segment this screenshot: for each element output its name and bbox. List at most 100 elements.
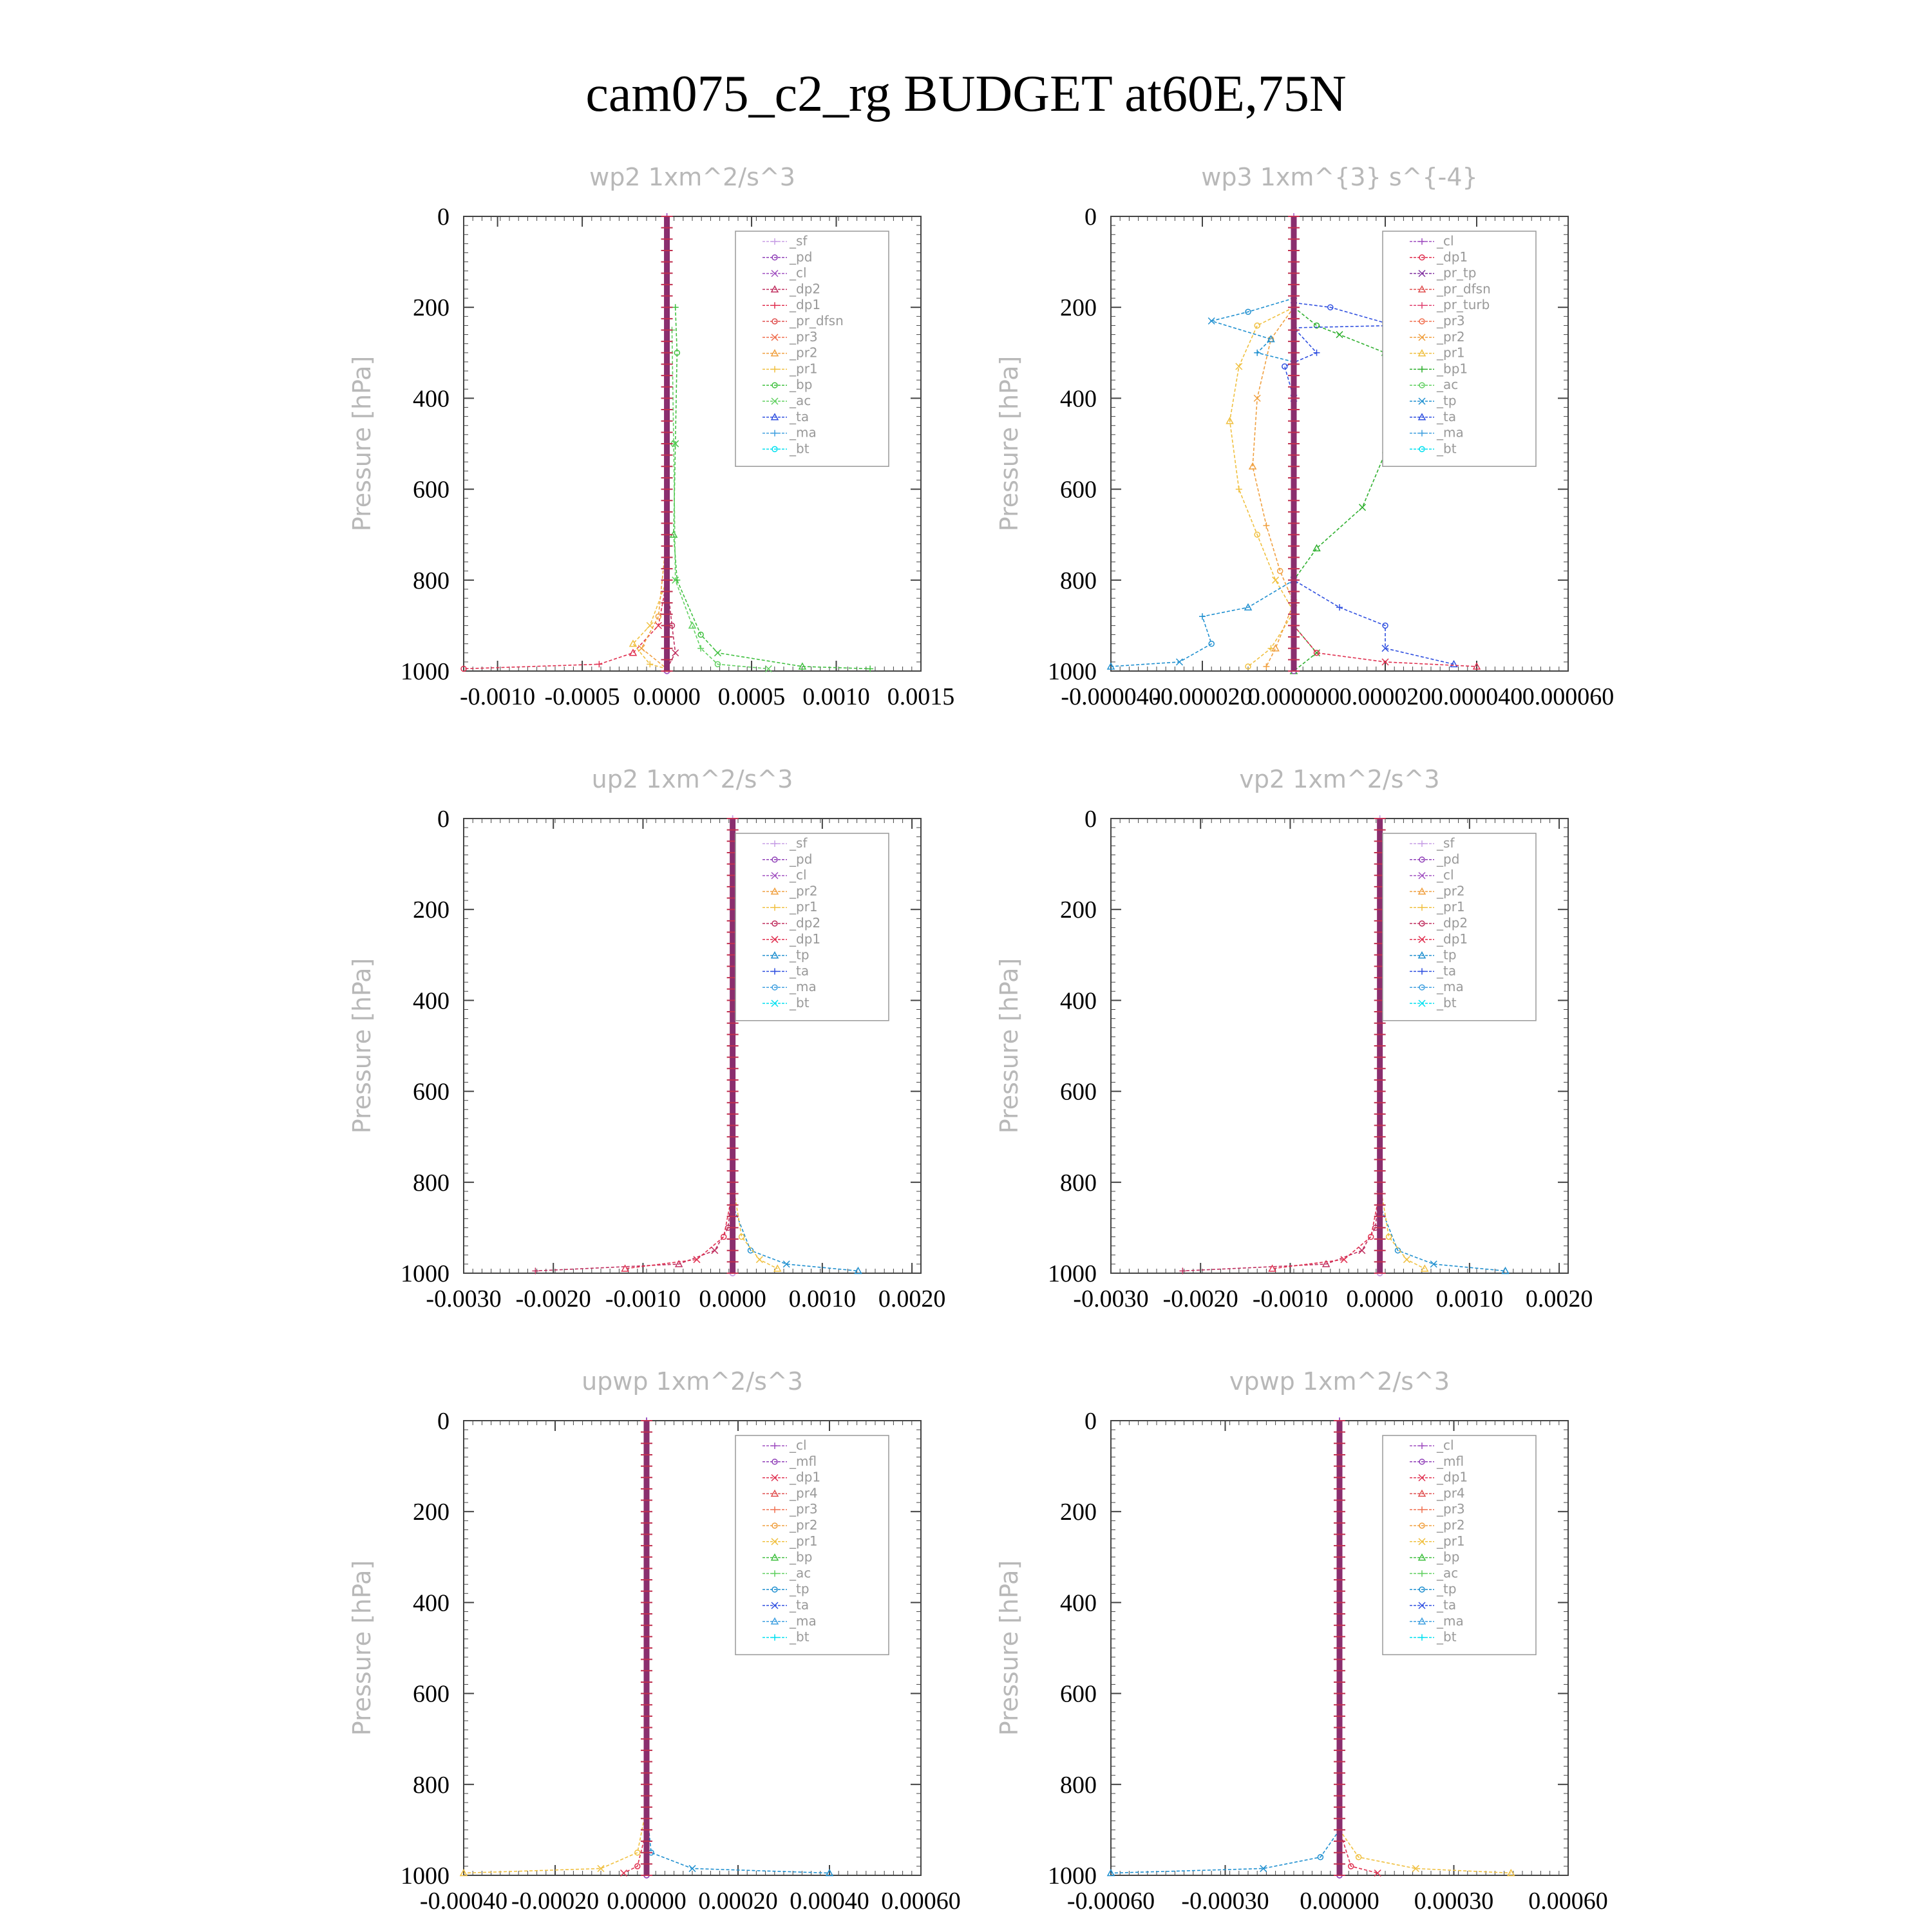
legend-label: _mfl [1436, 1454, 1464, 1469]
legend-label: _dp1 [1436, 931, 1468, 947]
legend-label: _dp1 [789, 1470, 820, 1485]
data-point [1106, 1868, 1115, 1877]
chart-panel: wp2 1xm^2/s^3 Pressure [hPa] 0 200 400 600 800… [348, 163, 954, 710]
legend-label: _pr1 [1436, 345, 1465, 361]
data-point [1419, 840, 1425, 847]
legend-label: _cl [789, 1437, 807, 1453]
y-tick-label: 0 [1084, 204, 1097, 231]
legend-label: _pr2 [789, 345, 818, 361]
data-point [1254, 349, 1261, 356]
legend-label: _pr2 [1436, 883, 1465, 898]
panel-title: wp2 1xm^2/s^3 [589, 163, 795, 191]
legend-label: _ma [1436, 979, 1464, 994]
legend-box [1382, 231, 1537, 467]
legend: _cl_mfl_dp1_pr4_pr3_pr2_pr1_bp_ac_tp_ta_… [735, 1435, 889, 1656]
legend-label: _bt [789, 1629, 810, 1645]
x-tick-label: 0.00020 [698, 1888, 778, 1915]
legend-label: _pr_turb [1436, 297, 1490, 312]
data-point [770, 285, 779, 293]
legend-label: _bt [789, 995, 810, 1010]
legend: _sf_pd_cl_pr2_pr1_dp2_dp1_tp_ta_ma_bt [1382, 833, 1537, 1021]
data-point [1501, 1266, 1510, 1274]
legend-label: _ta [1436, 1597, 1456, 1613]
data-point [1412, 1864, 1419, 1872]
legend-label: _pr2 [789, 1517, 818, 1533]
data-point [755, 1256, 763, 1264]
legend-label: _pr4 [789, 1485, 818, 1501]
data-point [1418, 872, 1426, 880]
series-line [1293, 625, 1477, 667]
legend-box [735, 1435, 889, 1656]
data-point [1276, 567, 1283, 574]
y-tick-label: 0 [437, 806, 450, 833]
legend-label: _ac [789, 1565, 811, 1580]
data-point [655, 613, 662, 620]
y-tick-label: 600 [413, 477, 450, 504]
legend-label: _ma [789, 1613, 817, 1629]
series-line [1110, 298, 1294, 667]
x-tick-label: -0.000040 [1061, 683, 1160, 710]
x-tick-label: -0.00020 [511, 1888, 599, 1915]
data-point [688, 1864, 696, 1872]
data-point [1358, 1247, 1366, 1255]
data-point [1254, 531, 1260, 538]
data-point [772, 254, 778, 261]
legend-label: _bt [1436, 995, 1457, 1010]
data-point [1336, 331, 1343, 339]
y-tick-label: 200 [413, 294, 450, 321]
data-point [654, 621, 662, 629]
data-point [1418, 1602, 1426, 1609]
series-dp1 [1268, 1188, 1383, 1272]
y-tick-label: 1000 [401, 658, 450, 685]
series-line [463, 444, 668, 670]
legend-label: _bt [1436, 1629, 1457, 1645]
chart-panel: upwp 1xm^2/s^3 Pressure [hPa] 0 200 400 600 80… [348, 1367, 961, 1915]
data-point [1417, 951, 1426, 959]
data-point [1336, 604, 1343, 611]
legend-label: _mfl [789, 1454, 817, 1469]
legend: _sf_pd_cl_dp2_dp1_pr_dfsn_pr3_pr2_pr1_bp… [735, 231, 889, 467]
data-point [620, 1869, 628, 1877]
legend-label: _pr3 [789, 329, 818, 345]
series-pr1 [1226, 304, 1298, 670]
figure-title: cam075_c2_rg BUDGET at60E,75N [585, 66, 1346, 122]
data-point [772, 1522, 778, 1529]
data-point [697, 631, 704, 638]
y-tick-label: 600 [1060, 1681, 1097, 1708]
data-point [1199, 613, 1206, 620]
data-point [771, 270, 779, 278]
data-point [1260, 1864, 1267, 1872]
y-tick-label: 200 [1060, 294, 1097, 321]
data-point [674, 1260, 683, 1267]
data-point [1419, 446, 1425, 453]
legend-label: _pr1 [789, 361, 818, 376]
data-point [782, 1260, 790, 1268]
y-tick-label: 600 [1060, 1079, 1097, 1106]
legend-label: _pr_dfsn [789, 313, 844, 328]
data-point [772, 430, 778, 437]
data-point [1417, 1553, 1426, 1561]
y-tick-label: 400 [1060, 385, 1097, 412]
y-tick-label: 0 [1084, 1408, 1097, 1435]
y-tick-label: 200 [1060, 1499, 1097, 1526]
data-point [1313, 650, 1320, 656]
y-axis-label: Pressure [hPa] [348, 356, 376, 532]
legend-label: _ta [789, 1597, 809, 1613]
data-point [772, 920, 778, 927]
data-point [1272, 576, 1280, 584]
series-line [1339, 1830, 1378, 1874]
series-line [1110, 1829, 1340, 1874]
x-tick-label: 0.0020 [878, 1285, 946, 1312]
legend-label: _dp1 [1436, 1470, 1468, 1485]
x-tick-label: 0.0020 [1526, 1285, 1593, 1312]
x-tick-label: -0.0020 [516, 1285, 591, 1312]
data-point [770, 1553, 779, 1561]
series-dp2 [532, 1179, 736, 1274]
legend-label: _ma [789, 425, 817, 440]
data-point [772, 1506, 778, 1513]
x-tick-label: 0.0010 [789, 1285, 857, 1312]
minor-ticks [464, 1421, 921, 1875]
data-point [772, 1586, 778, 1593]
data-point [1267, 335, 1275, 343]
series-line [535, 1182, 734, 1272]
